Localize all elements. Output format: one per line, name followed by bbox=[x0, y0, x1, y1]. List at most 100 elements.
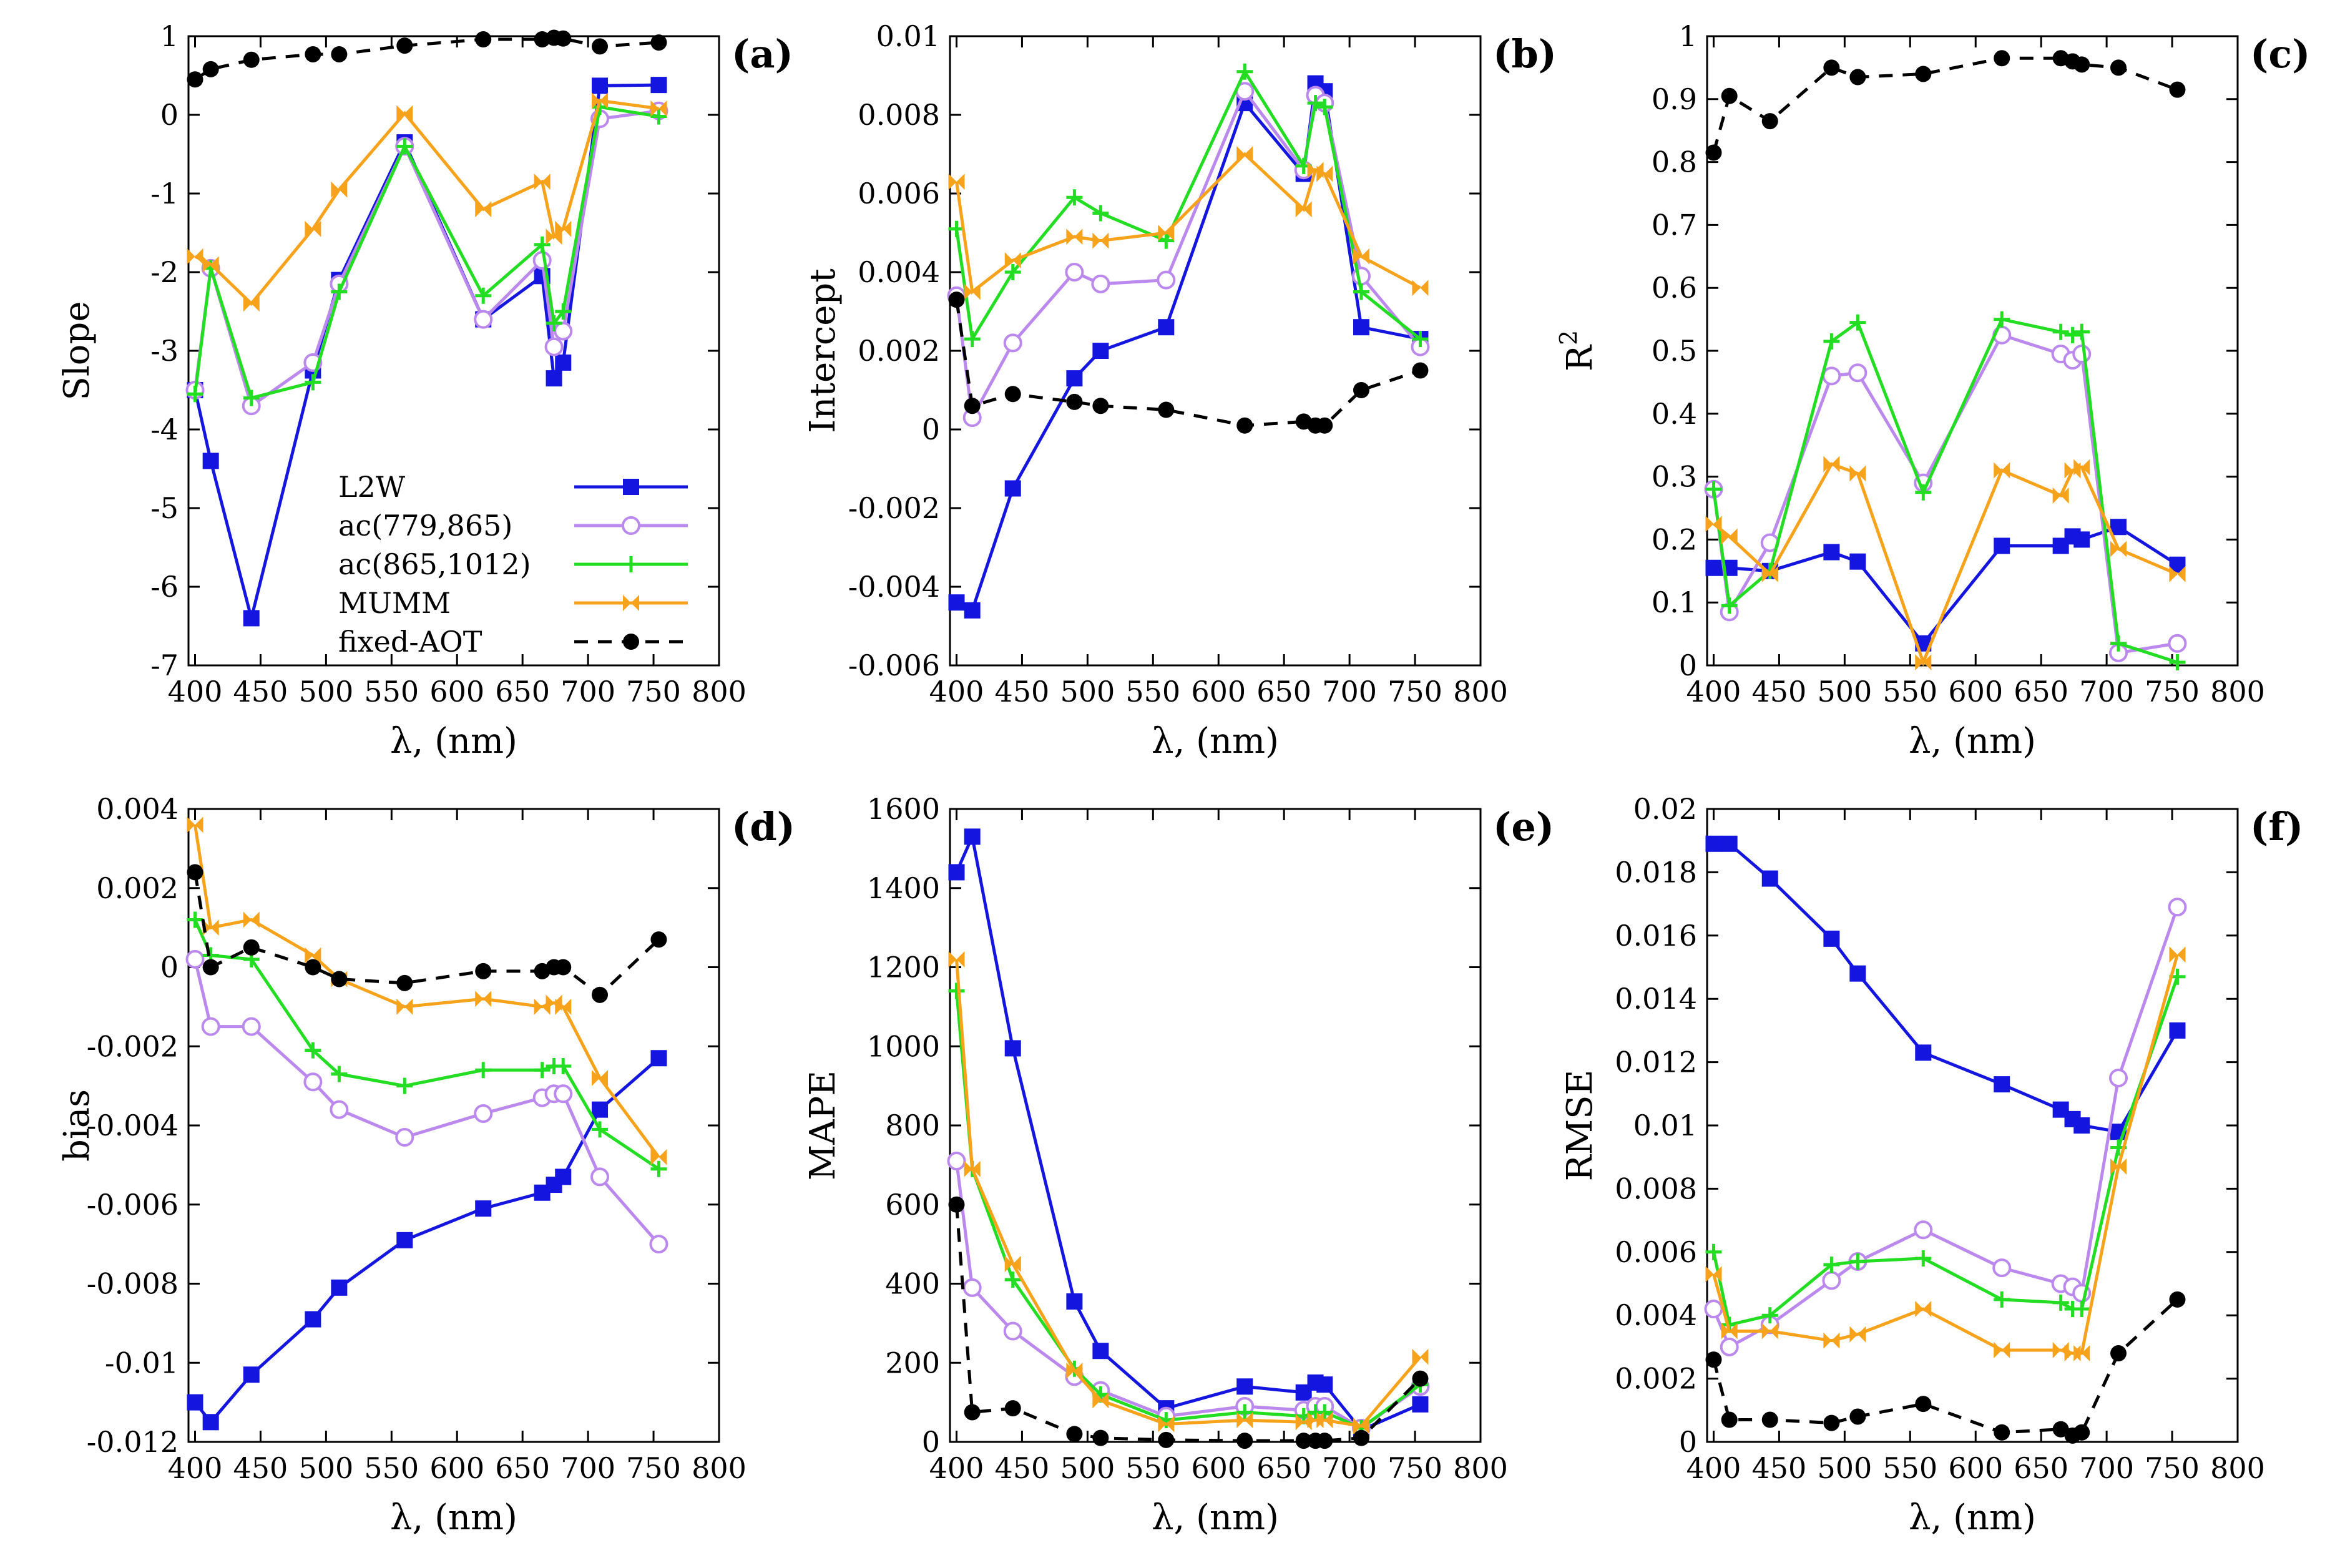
panel-a-point-ac-865-1012 bbox=[555, 303, 572, 320]
panel-f-xtick-label: 400 bbox=[1686, 1451, 1741, 1485]
panel-c-series-l2w bbox=[1705, 519, 2186, 652]
panel-f-xlabel: λ, (nm) bbox=[1909, 1497, 2036, 1538]
panel-d-point-ac-779-865 bbox=[303, 1072, 323, 1092]
panel-f-line-mumm bbox=[1712, 954, 2179, 1355]
panel-a-xtick-label: 650 bbox=[495, 675, 550, 708]
panel-b-point-fixed-aot bbox=[1066, 393, 1083, 410]
panel-b-xtick-label: 700 bbox=[1322, 675, 1377, 708]
panel-c-point-mumm bbox=[1823, 456, 1840, 473]
panel-c-point-mumm bbox=[1849, 465, 1866, 482]
panel-a-point-ac-865-1012 bbox=[534, 236, 551, 253]
panel-a-series-ac-779-865 bbox=[185, 101, 668, 416]
panel-f-point-ac-779-865 bbox=[1914, 1220, 1933, 1240]
panel-f-point-l2w bbox=[1721, 835, 1738, 852]
panel-a-point-ac-865-1012 bbox=[650, 108, 667, 125]
panel-f-point-ac-779-865 bbox=[1992, 1258, 2012, 1278]
panel-f-point-mumm bbox=[1761, 1323, 1778, 1340]
panel-d-point-fixed-aot bbox=[555, 959, 572, 976]
panel-f-point-l2w bbox=[1823, 930, 1840, 947]
panel-c-point-l2w bbox=[1849, 553, 1866, 570]
panel-e-point-ac-865-1012 bbox=[948, 982, 965, 999]
panel-d-ytick-label: -0.012 bbox=[87, 1425, 179, 1459]
panel-e-point-l2w bbox=[1316, 1376, 1333, 1393]
panel-e-point-fixed-aot bbox=[1412, 1370, 1429, 1387]
panel-f: 400 450 500 550 600 650 700 750 800 0.02 0.018 0.01… bbox=[1560, 792, 2303, 1538]
panel-a-point-fixed-aot bbox=[555, 30, 572, 47]
panel-b-ytick-label: -0.002 bbox=[848, 491, 940, 525]
panel-d-point-ac-779-865 bbox=[330, 1100, 349, 1119]
panel-c-point-ac-865-1012 bbox=[2064, 326, 2081, 343]
panel-b-point-l2w bbox=[948, 594, 965, 611]
panel-c-xlabel: λ, (nm) bbox=[1909, 721, 2036, 762]
panel-a-point-ac-865-1012 bbox=[396, 138, 413, 155]
panel-d-ytick-label: 0 bbox=[160, 951, 179, 984]
panel-d-point-ac-865-1012 bbox=[475, 1062, 492, 1079]
panel-d-point-ac-779-865 bbox=[474, 1104, 493, 1123]
panel-b-xtick-label: 450 bbox=[995, 675, 1050, 708]
panel-f-point-fixed-aot bbox=[2169, 1291, 2186, 1308]
panel-b-series-fixed-aot bbox=[948, 292, 1429, 434]
panel-f-xtick-label: 750 bbox=[2145, 1451, 2200, 1485]
panel-f-point-mumm bbox=[2073, 1345, 2090, 1362]
panel-a-xtick-label: 500 bbox=[298, 675, 353, 708]
legend-label: MUMM bbox=[338, 586, 451, 620]
legend-label: ac(779,865) bbox=[338, 509, 512, 542]
panel-a-point-ac-779-865 bbox=[474, 310, 493, 329]
panel-e-ytick-label: 1000 bbox=[867, 1029, 940, 1063]
panel-b-point-fixed-aot bbox=[1316, 417, 1333, 434]
panel-b-point-ac-865-1012 bbox=[1236, 63, 1253, 80]
panel-e-point-ac-779-865 bbox=[962, 1278, 982, 1297]
panel-e-xtick-label: 450 bbox=[995, 1451, 1050, 1485]
panel-c-point-mumm bbox=[1705, 516, 1722, 532]
panel-a-point-mumm bbox=[243, 295, 260, 312]
panel-c-ytick-label: 0 bbox=[1679, 649, 1697, 682]
panel-b-point-ac-779-865 bbox=[1091, 274, 1110, 293]
legend-marker bbox=[623, 556, 639, 572]
panel-f-point-ac-865-1012 bbox=[1915, 1250, 1932, 1267]
panel-d: 400 450 500 550 600 650 700 750 800 0.004 0.002 0 -0… bbox=[57, 792, 795, 1538]
panel-c-point-fixed-aot bbox=[1721, 87, 1738, 104]
panel-b-line-ac-865-1012 bbox=[955, 68, 1422, 344]
panel-e-ytick-label: 0 bbox=[922, 1425, 940, 1459]
panel-e-line-ac-779-865 bbox=[955, 1160, 1421, 1430]
panel-a-point-l2w bbox=[650, 77, 667, 94]
panel-c-point-mumm bbox=[2073, 459, 2090, 476]
panel-f-point-fixed-aot bbox=[2073, 1424, 2090, 1441]
panel-a-point-l2w bbox=[592, 77, 609, 94]
panel-d-ytick-label: -0.002 bbox=[87, 1029, 179, 1063]
panel-b-point-fixed-aot bbox=[1412, 362, 1429, 379]
panel-e-frame bbox=[949, 808, 1482, 1443]
panel-e-xtick-label: 800 bbox=[1453, 1451, 1508, 1485]
panel-d-point-fixed-aot bbox=[650, 931, 667, 948]
panel-d-xlabel: λ, (nm) bbox=[390, 1497, 517, 1538]
panel-a-xtick-label: 700 bbox=[560, 675, 615, 708]
legend-label: fixed-AOT bbox=[338, 625, 482, 659]
panel-f-ylabel: RMSE bbox=[1560, 1070, 1600, 1182]
panel-e-xtick-label: 500 bbox=[1060, 1451, 1115, 1485]
panel-f-ytick-label: 0.018 bbox=[1615, 855, 1697, 889]
panel-d-point-fixed-aot bbox=[475, 963, 492, 979]
panel-d-ytick-label: 0.004 bbox=[96, 792, 179, 826]
panel-f-point-mumm bbox=[1915, 1301, 1932, 1318]
panel-e-point-mumm bbox=[1092, 1392, 1109, 1409]
panel-b-series-ac-865-1012 bbox=[948, 63, 1429, 348]
legend-marker bbox=[623, 479, 639, 495]
panel-d-ytick-label: -0.006 bbox=[87, 1188, 179, 1222]
panel-b-xtick-label: 800 bbox=[1453, 675, 1508, 708]
panel-a-ylabel-text: Slope bbox=[57, 301, 97, 401]
panel-c-frame bbox=[1706, 35, 2239, 667]
panel-a-point-fixed-aot bbox=[650, 34, 667, 51]
panel-b-xtick-label: 650 bbox=[1256, 675, 1311, 708]
panel-a-series-fixed-aot bbox=[187, 29, 667, 88]
panel-a-point-fixed-aot bbox=[202, 61, 219, 77]
panel-a: 400 450 500 550 600 650 700 750 800 1 0 -1 -2 -3 -4 -5 -… bbox=[57, 19, 793, 762]
panel-d-ylabel-text: bias bbox=[57, 1089, 97, 1162]
panel-f-ytick-label: 0.004 bbox=[1615, 1298, 1697, 1332]
panel-e-point-fixed-aot bbox=[948, 1196, 965, 1213]
panel-f-point-ac-865-1012 bbox=[2073, 1301, 2090, 1318]
panel-b-frame bbox=[949, 35, 1482, 667]
panel-d-point-l2w bbox=[331, 1279, 348, 1296]
panel-d-point-l2w bbox=[243, 1366, 260, 1383]
panel-e-xtick-label: 600 bbox=[1191, 1451, 1246, 1485]
panel-d-point-l2w bbox=[202, 1414, 219, 1431]
